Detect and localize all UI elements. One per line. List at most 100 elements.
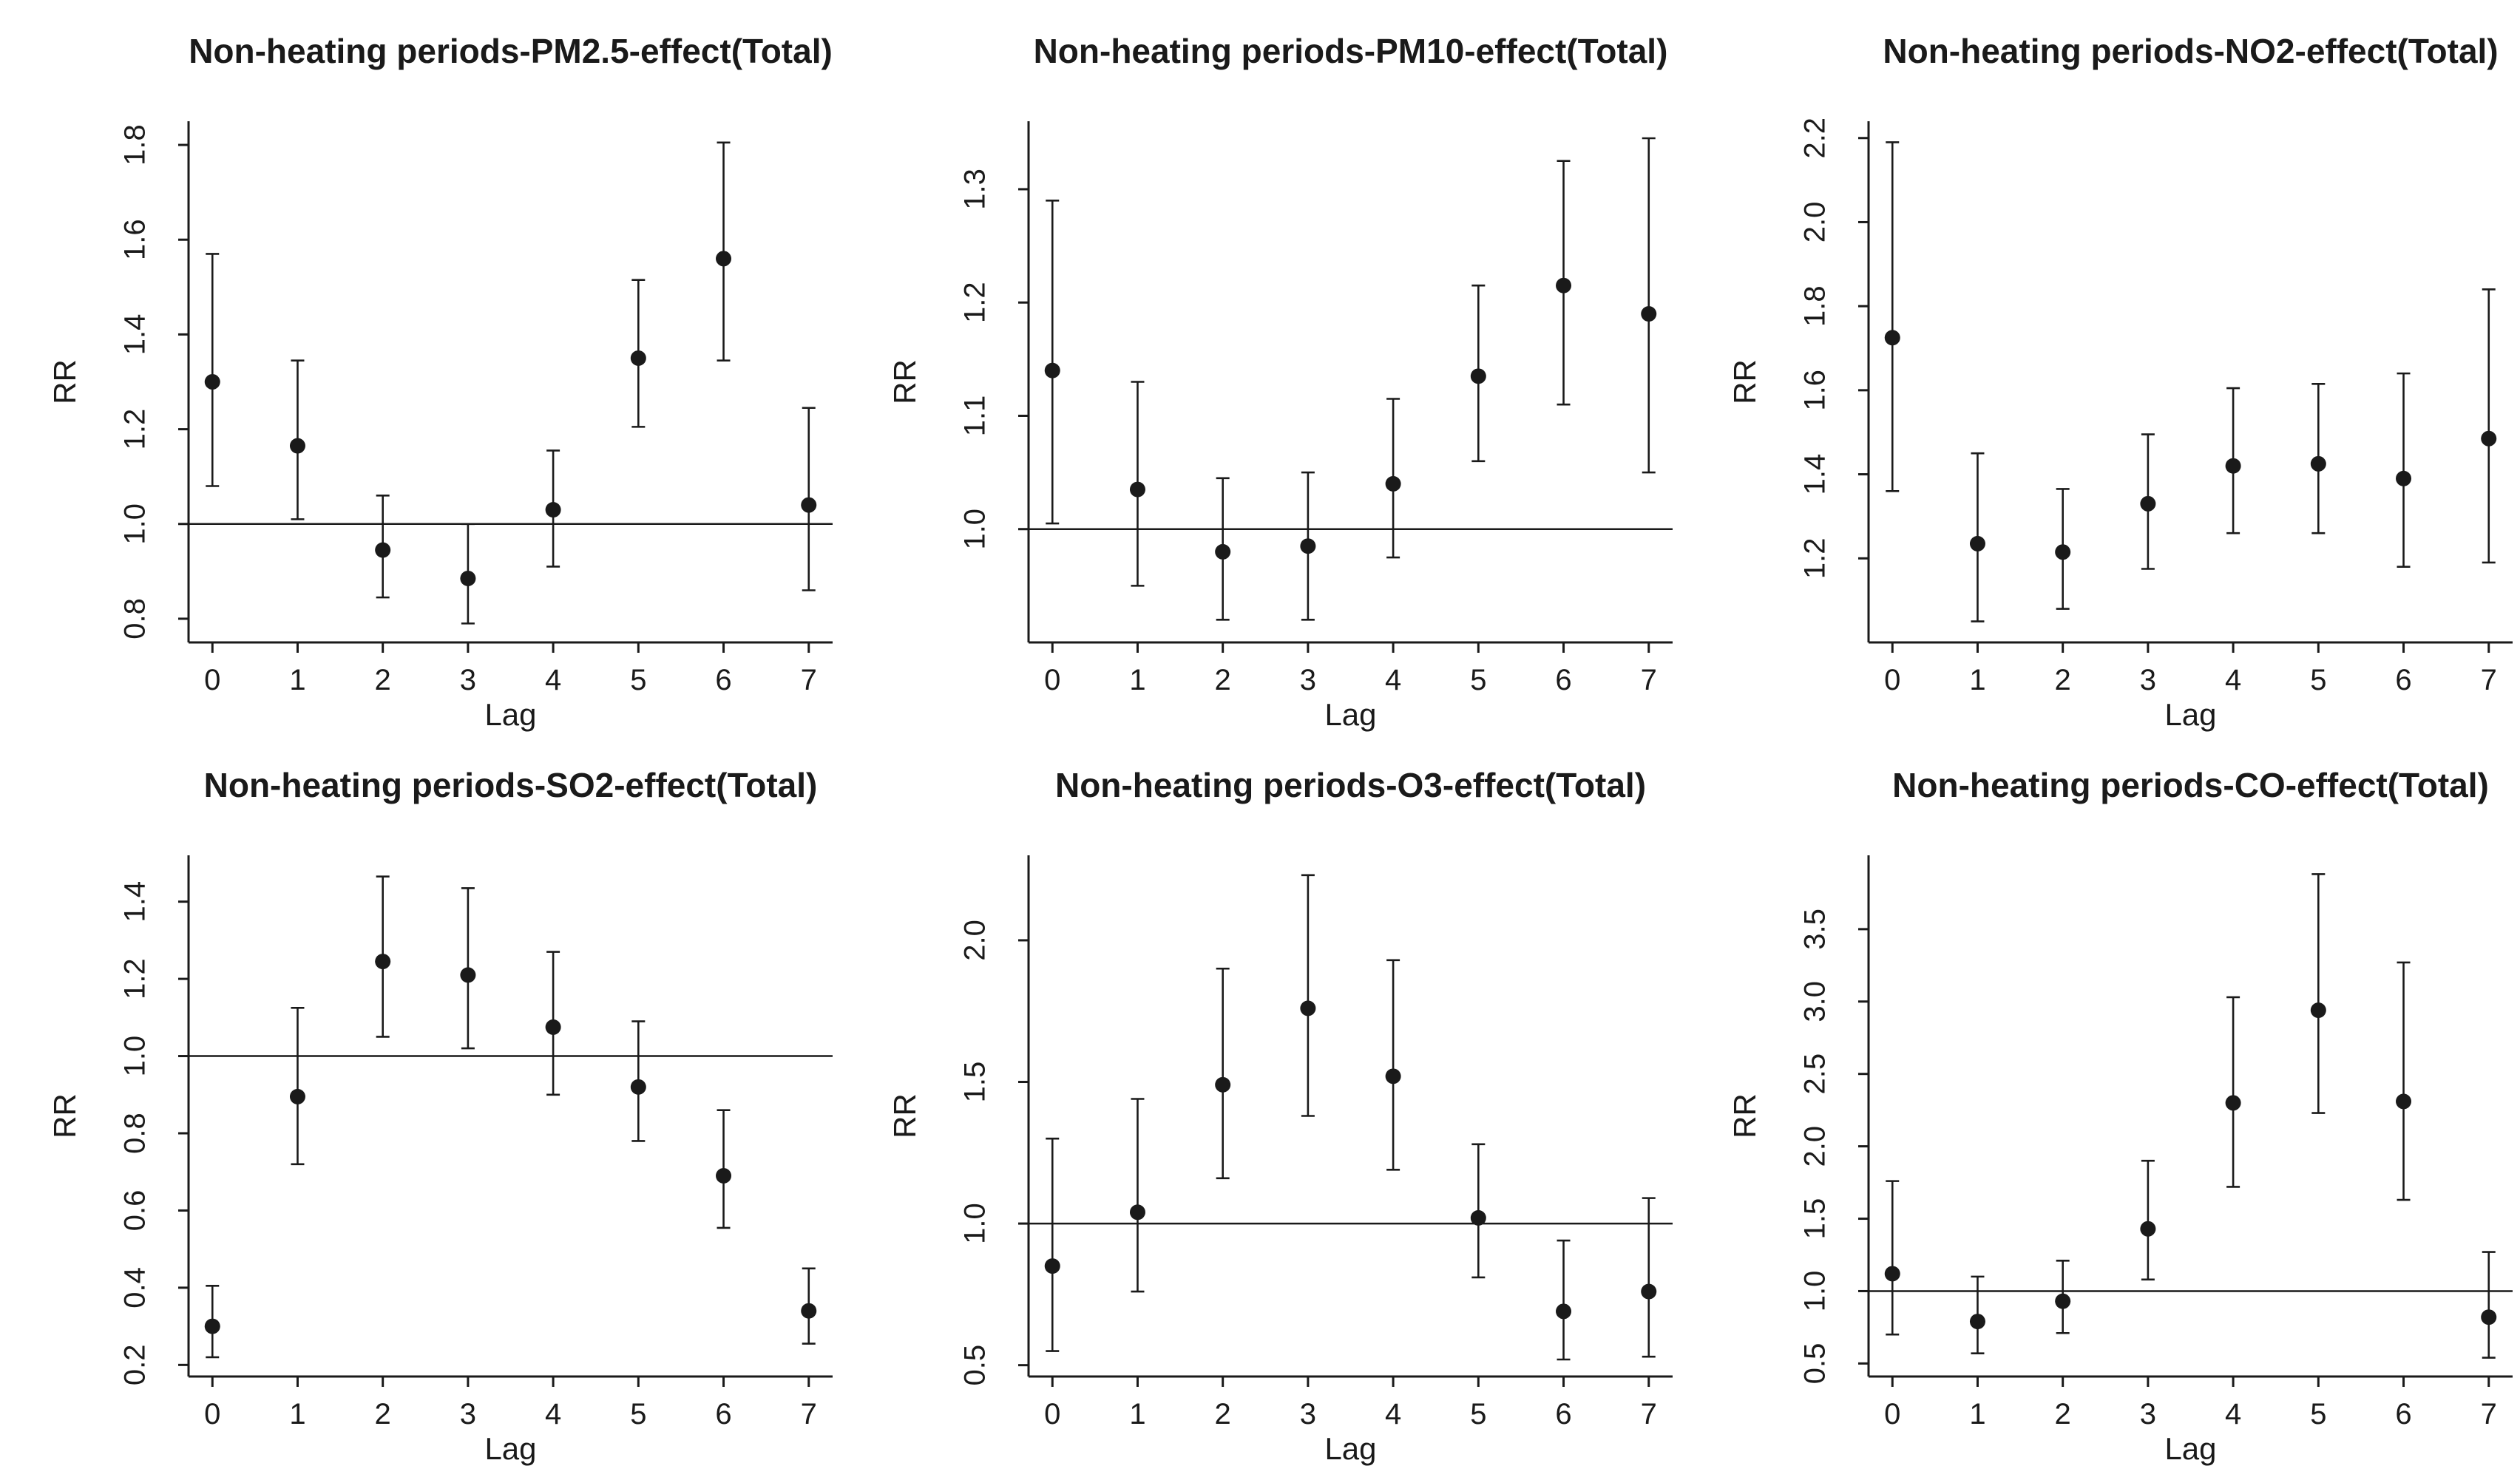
chart-plot-pm10: 1.0 1.1 1.2 1.3 0 1 2 3 4 5 6 7 RR Lag (887, 121, 1673, 732)
data-point (460, 570, 476, 586)
y-tick-label: 1.0 (959, 509, 992, 550)
data-point (1129, 481, 1145, 498)
data-point (630, 1079, 646, 1095)
x-tick-label: 0 (204, 1398, 220, 1430)
y-tick-label: 1.0 (959, 1203, 992, 1244)
y-tick-label: 0.5 (1799, 1343, 1832, 1385)
data-point (1641, 306, 1657, 322)
x-tick-label: 3 (1300, 1398, 1316, 1430)
data-point (1470, 1209, 1486, 1226)
x-tick-label: 6 (715, 1398, 731, 1430)
data-point (204, 374, 220, 390)
chart-panel-no2: 1.2 1.4 1.6 1.8 2.0 2.2 0 1 2 3 4 5 6 7 RR Lag Non-heat… (1710, 12, 2520, 746)
data-point (2396, 470, 2412, 486)
data-point (2481, 1309, 2497, 1325)
data-point (716, 1167, 732, 1184)
y-tick-label: 2.0 (1799, 202, 1832, 243)
data-point (2310, 455, 2326, 472)
data-point (1300, 1000, 1316, 1016)
y-tick-label: 1.0 (1799, 1271, 1832, 1312)
y-tick-label: 1.2 (959, 282, 992, 323)
chart-title-so2: Non-heating periods-SO2-effect(Total) (203, 766, 818, 804)
x-tick-label: 7 (801, 1398, 817, 1430)
y-tick-label: 2.5 (1799, 1053, 1832, 1095)
y-axis-title: RR (47, 359, 82, 404)
data-point (204, 1318, 220, 1334)
y-tick-label: 3.0 (1799, 981, 1832, 1022)
y-tick-label: 1.2 (1799, 537, 1832, 579)
data-point (289, 1088, 305, 1104)
y-tick-label: 1.4 (1799, 454, 1832, 495)
x-tick-label: 4 (545, 664, 561, 696)
data-point (2140, 495, 2156, 512)
chart-panel-co: 0.5 1.0 1.5 2.0 2.5 3.0 3.5 0 1 2 3 4 5 6 7 RR Lag Non-h… (1710, 746, 2520, 1480)
data-point (1556, 277, 1572, 293)
chart-panel-pm25: 0.8 1.0 1.2 1.4 1.6 1.8 0 1 2 3 4 5 6 7 RR Lag Non-heat… (30, 12, 870, 746)
y-tick-label: 2.0 (1799, 1126, 1832, 1167)
data-point (1044, 362, 1060, 379)
y-axis-title: RR (47, 1093, 82, 1138)
data-point (1385, 1068, 1401, 1084)
x-tick-label: 4 (1385, 1398, 1401, 1430)
data-point (2055, 1293, 2071, 1309)
x-tick-label: 5 (1470, 664, 1486, 696)
y-tick-label: 0.6 (119, 1190, 152, 1232)
x-tick-label: 3 (1300, 664, 1316, 696)
x-tick-label: 7 (2481, 664, 2497, 696)
x-axis-title: Lag (1324, 1431, 1376, 1466)
x-tick-label: 2 (375, 664, 391, 696)
chart-plot-co: 0.5 1.0 1.5 2.0 2.5 3.0 3.5 0 1 2 3 4 5 6 7 RR Lag (1727, 855, 2513, 1466)
x-tick-label: 2 (1215, 1398, 1231, 1430)
x-tick-label: 1 (289, 664, 305, 696)
y-tick-label: 1.3 (959, 169, 992, 210)
x-tick-label: 1 (1129, 1398, 1145, 1430)
y-tick-label: 0.8 (119, 1113, 152, 1154)
x-tick-label: 6 (2395, 664, 2411, 696)
y-tick-label: 1.8 (119, 124, 152, 166)
y-tick-label: 1.6 (1799, 370, 1832, 411)
chart-plot-pm25: 0.8 1.0 1.2 1.4 1.6 1.8 0 1 2 3 4 5 6 7 RR Lag (47, 121, 833, 732)
x-axis-title: Lag (2164, 1431, 2216, 1466)
data-point (1556, 1303, 1572, 1320)
chart-title-pm10: Non-heating periods-PM10-effect(Total) (1033, 32, 1668, 70)
x-tick-label: 0 (1884, 664, 1900, 696)
data-point (289, 438, 305, 454)
x-tick-label: 2 (2055, 664, 2071, 696)
x-tick-label: 0 (204, 664, 220, 696)
data-point (1300, 538, 1316, 554)
data-point (1884, 1266, 1900, 1282)
chart-title-co: Non-heating periods-CO-effect(Total) (1892, 766, 2489, 804)
y-tick-label: 0.8 (119, 598, 152, 639)
y-tick-label: 1.0 (119, 1036, 152, 1077)
x-axis-title: Lag (1324, 697, 1376, 732)
data-point (375, 542, 391, 558)
y-axis-title: RR (887, 1093, 922, 1138)
x-tick-label: 1 (1129, 664, 1145, 696)
y-tick-label: 1.1 (959, 396, 992, 437)
data-point (1129, 1204, 1145, 1221)
data-point (1044, 1258, 1060, 1274)
y-tick-label: 1.5 (959, 1062, 992, 1103)
x-tick-label: 6 (1555, 1398, 1571, 1430)
data-point (2310, 1002, 2326, 1019)
data-point (2396, 1093, 2412, 1110)
y-axis-title: RR (887, 359, 922, 404)
x-tick-label: 1 (289, 1398, 305, 1430)
x-tick-label: 3 (2140, 1398, 2156, 1430)
x-tick-label: 4 (2225, 664, 2241, 696)
data-point (1884, 330, 1900, 346)
y-tick-label: 0.2 (119, 1345, 152, 1386)
x-axis-title: Lag (2164, 697, 2216, 732)
x-tick-label: 4 (545, 1398, 561, 1430)
x-tick-label: 7 (2481, 1398, 2497, 1430)
x-tick-label: 7 (1641, 1398, 1657, 1430)
data-point (1969, 535, 1985, 551)
x-tick-label: 3 (460, 1398, 476, 1430)
data-point (545, 1019, 561, 1035)
y-tick-label: 0.5 (959, 1345, 992, 1386)
data-point (2225, 1095, 2241, 1111)
x-tick-label: 5 (1470, 1398, 1486, 1430)
y-tick-label: 1.6 (119, 219, 152, 260)
x-tick-label: 3 (2140, 664, 2156, 696)
